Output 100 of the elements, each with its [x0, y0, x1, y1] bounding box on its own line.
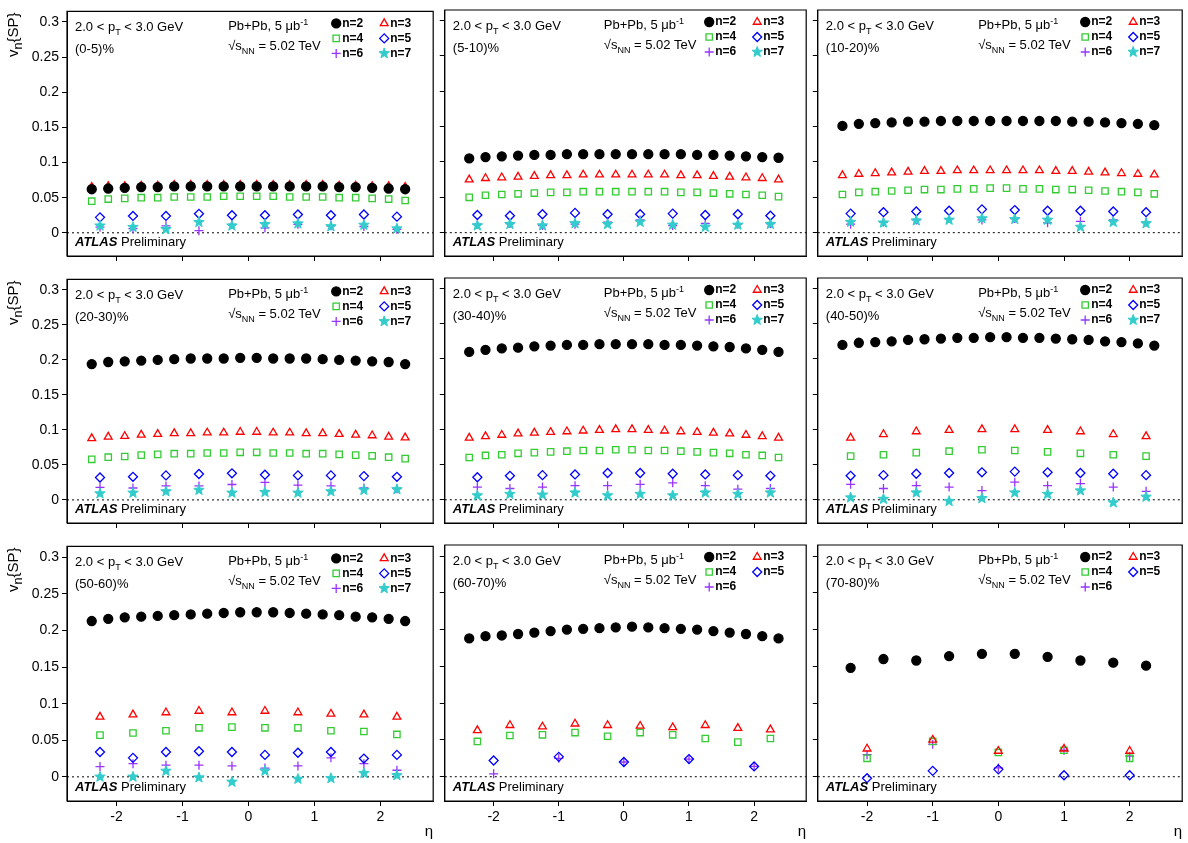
legend-label: n=2: [715, 549, 737, 564]
y-tick-label: 0.3: [39, 548, 60, 565]
legend-label: n=2: [715, 282, 737, 297]
annotation: Pb+Pb, 5 μb$^{-1}$: [603, 15, 685, 33]
annotation: √s$_{NN}$ = 5.02 TeV: [603, 572, 697, 592]
legend-label: n=3: [390, 283, 412, 298]
y-tick-label: 0.2: [39, 621, 60, 638]
legend-label: n=5: [1139, 297, 1161, 312]
annotation: ATLAS Preliminary: [452, 234, 564, 249]
annotation: Pb+Pb, 5 μb$^{-1}$: [978, 15, 1059, 33]
legend-label: n=6: [342, 313, 364, 328]
y-tick-label: 0.25: [31, 584, 60, 601]
y-tick-label: 0.05: [31, 188, 60, 205]
x-tick-label: -1: [176, 808, 189, 825]
x-tick-label: 2: [750, 808, 759, 825]
legend-label: n=2: [342, 283, 364, 298]
legend-label: n=7: [390, 45, 412, 60]
y-tick-label: 0: [51, 490, 60, 507]
legend-label: n=2: [715, 14, 737, 29]
y-tick-label: 0.15: [31, 118, 60, 135]
annotation: (30-40)%: [452, 308, 507, 323]
annotation: Pb+Pb, 5 μb$^{-1}$: [978, 550, 1059, 568]
x-tick-label: 2: [1125, 808, 1134, 825]
annotation: √s$_{NN}$ = 5.02 TeV: [978, 572, 1071, 592]
x-tick-label: 1: [1060, 808, 1069, 825]
legend-label: n=6: [1091, 312, 1113, 327]
annotation: 2.0 < p$_{T}$ < 3.0 GeV: [75, 19, 184, 39]
annotation: √s$_{NN}$ = 5.02 TeV: [978, 305, 1071, 325]
annotation: ATLAS Preliminary: [75, 501, 186, 516]
x-tick-label: 2: [376, 808, 385, 825]
legend-label: n=5: [390, 298, 412, 313]
annotation: 2.0 < p$_{T}$ < 3.0 GeV: [75, 554, 184, 574]
y-tick-label: 0.2: [39, 350, 60, 367]
x-tick-label: 0: [619, 808, 628, 825]
legend-label: n=4: [715, 29, 737, 44]
legend-label: n=3: [763, 282, 785, 297]
annotation: Pb+Pb, 5 μb$^{-1}$: [228, 551, 309, 569]
annotation: (70-80)%: [825, 575, 880, 590]
legend-label: n=4: [1091, 297, 1113, 312]
y-tick-label: 0.25: [31, 315, 60, 332]
y-tick-label: 0.3: [39, 280, 60, 297]
legend-label: n=3: [390, 550, 412, 565]
legend-label: n=7: [1139, 44, 1161, 59]
annotation: Pb+Pb, 5 μb$^{-1}$: [228, 284, 309, 302]
x-axis-title: η: [797, 822, 807, 840]
annotation: 2.0 < p$_{T}$ < 3.0 GeV: [825, 18, 934, 38]
x-tick-label: -2: [110, 808, 123, 825]
annotation: (20-30)%: [75, 309, 129, 325]
legend-label: n=5: [763, 564, 785, 579]
x-tick-label: 1: [685, 808, 694, 825]
x-tick-label: 1: [310, 808, 319, 825]
y-tick-label: 0.2: [39, 83, 60, 100]
legend-label: n=4: [715, 297, 737, 312]
legend-label: n=7: [390, 580, 412, 595]
y-tick-label: 0.05: [31, 455, 60, 472]
x-tick-label: -1: [926, 808, 940, 825]
annotation: 2.0 < p$_{T}$ < 3.0 GeV: [452, 553, 561, 573]
annotation: (0-5)%: [75, 41, 115, 57]
annotation: √s$_{NN}$ = 5.02 TeV: [978, 37, 1071, 57]
annotation: ATLAS Preliminary: [825, 234, 937, 249]
x-axis-title: η: [1173, 822, 1183, 840]
y-tick-label: 0: [51, 767, 60, 784]
legend-label: n=7: [1139, 312, 1161, 327]
annotation: √s$_{NN}$ = 5.02 TeV: [228, 38, 321, 58]
legend-label: n=6: [342, 45, 364, 60]
legend-label: n=5: [390, 565, 412, 580]
legend-label: n=2: [1091, 14, 1113, 29]
legend-label: n=7: [763, 312, 785, 327]
legend-label: n=3: [1139, 282, 1161, 297]
legend-label: n=5: [390, 30, 412, 45]
annotation: 2.0 < p$_{T}$ < 3.0 GeV: [452, 18, 561, 38]
y-tick-label: 0.15: [31, 657, 60, 674]
legend-label: n=4: [342, 30, 364, 45]
annotation: ATLAS Preliminary: [825, 501, 937, 516]
annotation: ATLAS Preliminary: [452, 779, 564, 794]
annotation: 2.0 < p$_{T}$ < 3.0 GeV: [75, 287, 184, 307]
annotation: (10-20)%: [825, 40, 880, 55]
annotation: (60-70)%: [452, 575, 507, 590]
annotation: √s$_{NN}$ = 5.02 TeV: [228, 306, 321, 326]
annotation: ATLAS Preliminary: [452, 501, 564, 516]
annotation: √s$_{NN}$ = 5.02 TeV: [228, 573, 321, 593]
annotation: ATLAS Preliminary: [75, 779, 186, 794]
legend-label: n=5: [763, 29, 785, 44]
y-tick-label: 0.1: [39, 694, 60, 711]
y-tick-label: 0.1: [39, 153, 60, 170]
x-tick-label: 0: [994, 808, 1003, 825]
y-tick-label: 0.1: [39, 420, 60, 437]
legend-label: n=2: [1091, 549, 1113, 564]
y-tick-label: 0: [51, 223, 60, 240]
annotation: Pb+Pb, 5 μb$^{-1}$: [228, 16, 309, 34]
legend-label: n=3: [390, 15, 412, 30]
legend-label: n=5: [1139, 29, 1161, 44]
annotation: Pb+Pb, 5 μb$^{-1}$: [603, 283, 685, 301]
legend-label: n=4: [1091, 564, 1113, 579]
x-tick-label: -2: [860, 808, 874, 825]
legend-label: n=4: [1091, 29, 1113, 44]
legend-label: n=6: [715, 312, 737, 327]
annotation: 2.0 < p$_{T}$ < 3.0 GeV: [452, 286, 561, 306]
x-axis-title: η: [424, 822, 434, 840]
legend-label: n=3: [763, 14, 785, 29]
